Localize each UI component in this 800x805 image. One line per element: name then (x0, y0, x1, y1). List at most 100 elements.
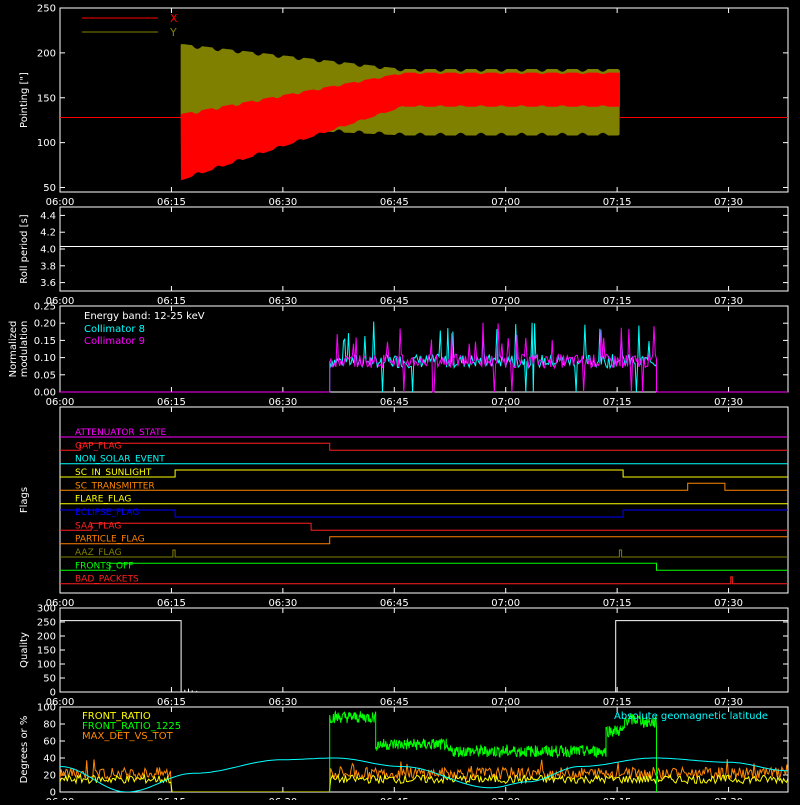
y-tick-label: 250 (37, 4, 56, 15)
y-tick-label: 4.0 (40, 245, 56, 256)
y-tick-label: 0 (50, 688, 56, 699)
flag-trace (60, 562, 788, 571)
y-axis-label: Flags (19, 487, 30, 513)
pointing-series-group (60, 43, 788, 181)
y-tick-label: 0.15 (34, 336, 56, 347)
x-tick-label: 07:30 (714, 598, 743, 609)
modulation-series (60, 321, 788, 393)
x-tick-label: 06:45 (380, 296, 409, 307)
y-tick-label: 100 (37, 703, 56, 714)
flag-label: FRONTS_OFF (75, 561, 133, 571)
flag-label: ATTENUATOR_STATE (75, 428, 167, 438)
y-tick-label: 0.00 (34, 388, 56, 399)
x-tick-label: 06:30 (268, 697, 297, 708)
y-tick-label: 150 (37, 646, 56, 657)
legend-label: MAX_DET_VS_TOT (82, 731, 174, 742)
x-tick-label: 07:15 (603, 598, 632, 609)
flag-trace (60, 522, 788, 531)
flag-label: ECLIPSE_FLAG (75, 508, 139, 518)
flag-label: AAZ_FLAG (75, 548, 122, 558)
ratios-panel: 06:0006:1506:3006:4507:0007:1507:3002040… (19, 703, 789, 805)
modulation-panel: 06:00 06:15 06:30 06:45 07:00 07:15 07:30 0.00 0… (8, 302, 789, 408)
x-tick-label: 06:15 (157, 296, 186, 307)
x-tick-label: 06:00 (46, 296, 75, 307)
y-tick-label: 80 (43, 720, 56, 731)
x-tick-label: 06:45 (380, 197, 409, 208)
x-tick-label: 06:30 (268, 197, 297, 208)
x-tick-label: 06:00 (46, 598, 75, 609)
flag-label: FLARE_FLAG (75, 495, 131, 505)
y-axis-label: Pointing ["] (19, 72, 30, 128)
x-tick-label: 07:15 (603, 197, 632, 208)
x-tick-label: 06:15 (157, 197, 186, 208)
x-tick-label: 06:45 (380, 397, 409, 408)
y-axis-label: Normalized (8, 321, 19, 378)
flag-trace (60, 509, 788, 518)
x-tick-label: 07:30 (714, 296, 743, 307)
y-tick-label: 0.20 (34, 319, 56, 330)
y-tick-label: 0 (50, 788, 56, 799)
front-ratio-1225-series (329, 710, 657, 792)
y-tick-label: 3.8 (40, 261, 56, 272)
y-axis-label: Degrees or % (19, 716, 30, 784)
legend-label: Y (169, 26, 177, 39)
y-tick-label: 100 (37, 660, 56, 671)
y-tick-label: 200 (37, 632, 56, 643)
y-tick-label: 0.05 (34, 370, 56, 381)
x-tick-label: 06:45 (380, 598, 409, 609)
y-tick-label: 50 (43, 674, 56, 685)
y-tick-label: 4.4 (40, 211, 56, 222)
x-tick-label: 06:00 (46, 697, 75, 708)
x-tick-label: 06:15 (157, 598, 186, 609)
modulation-frame (59, 305, 789, 393)
y-tick-label: 50 (43, 183, 56, 194)
latitude-annotation: Absolute geomagnetic latitude (614, 711, 768, 722)
roll-frame (59, 206, 789, 292)
flag-label: GAP_FLAG (75, 441, 121, 451)
pointing-series-y (60, 43, 788, 136)
pointing-series-x (60, 72, 788, 181)
y-tick-label: 150 (37, 93, 56, 104)
x-tick-label: 07:00 (491, 397, 520, 408)
y-tick-label: 4.2 (40, 228, 56, 239)
y-axis-label: Roll period [s] (19, 214, 30, 283)
ratios-frame (59, 706, 789, 793)
x-tick-label: 07:00 (491, 296, 520, 307)
x-tick-label: 07:30 (714, 197, 743, 208)
x-tick-label: 07:00 (491, 197, 520, 208)
flag-label: BAD_PACKETS (75, 575, 139, 585)
x-tick-label: 06:00 (46, 397, 75, 408)
pointing-frame (59, 7, 789, 193)
quality-panel: 06:00 06:15 06:30 06:45 07:00 07:15 07:30 0 50 10… (19, 604, 789, 708)
y-tick-label: 200 (37, 48, 56, 59)
x-tick-label: 06:15 (157, 697, 186, 708)
legend-label: X (170, 12, 178, 25)
flag-label: SC_IN_SUNLIGHT (75, 468, 152, 478)
flag-label: PARTICLE_FLAG (75, 535, 145, 545)
legend-label: Collimator 9 (84, 336, 145, 347)
x-tick-label: 06:30 (268, 598, 297, 609)
y-axis-label: modulation (19, 321, 30, 378)
x-tick-label: 06:30 (268, 296, 297, 307)
x-tick-label: 06:00 (46, 197, 75, 208)
energy-band-annotation: Energy band: 12-25 keV (84, 311, 205, 322)
y-tick-label: 60 (43, 737, 56, 748)
roll-panel: 06:00 06:15 06:30 06:45 07:00 07:15 07:30 3.6 3.… (19, 206, 789, 307)
ratios-series-group (60, 710, 788, 792)
flag-label: SC_TRANSMITTER (75, 481, 155, 491)
x-tick-label: 07:15 (603, 296, 632, 307)
max-det-vs-tot-series (60, 759, 788, 792)
pointing-panel: 06:00 06:15 06:30 06:45 07:00 07:15 07:30 50 100… (19, 4, 789, 208)
x-tick-label: 06:30 (268, 397, 297, 408)
flag-trace (60, 549, 788, 558)
flag-label: SAA_FLAG (75, 521, 121, 531)
y-tick-label: 100 (37, 138, 56, 149)
x-tick-label: 06:45 (380, 697, 409, 708)
modulation-series (60, 322, 788, 393)
y-axis-label: Quality (19, 632, 30, 668)
y-tick-label: 250 (37, 618, 56, 629)
x-tick-label: 06:15 (157, 397, 186, 408)
x-tick-label: 07:15 (603, 697, 632, 708)
